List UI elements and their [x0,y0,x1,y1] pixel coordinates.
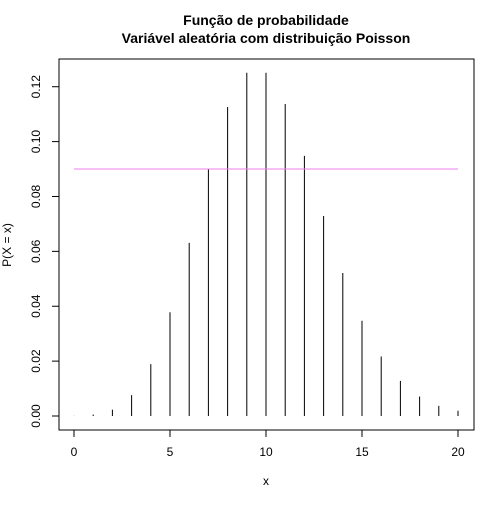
y-tick-label-4: 0.08 [29,184,43,208]
y-axis-label: P(X = x) [0,223,14,267]
x-tick-label-5: 5 [167,445,174,459]
x-tick-label-10: 10 [259,445,273,459]
y-tick-label-0: 0.00 [29,404,43,428]
chart-title: Função de probabilidade [183,12,349,28]
y-tick-label-5: 0.10 [29,130,43,154]
bars-group [73,72,459,416]
y-axis: 0.00 0.02 0.04 0.06 0.08 0.10 0.12 [29,75,60,428]
y-tick-label-3: 0.06 [29,239,43,263]
y-tick-label-6: 0.12 [29,75,43,99]
x-tick-label-0: 0 [71,445,78,459]
x-axis: 0 5 10 15 20 [71,429,465,459]
y-tick-label-2: 0.04 [29,294,43,318]
y-tick-label-1: 0.02 [29,349,43,373]
chart-subtitle: Variável aleatória com distribuição Pois… [122,30,411,46]
x-axis-label: x [263,474,269,488]
x-tick-label-20: 20 [451,445,465,459]
x-tick-label-15: 15 [355,445,369,459]
